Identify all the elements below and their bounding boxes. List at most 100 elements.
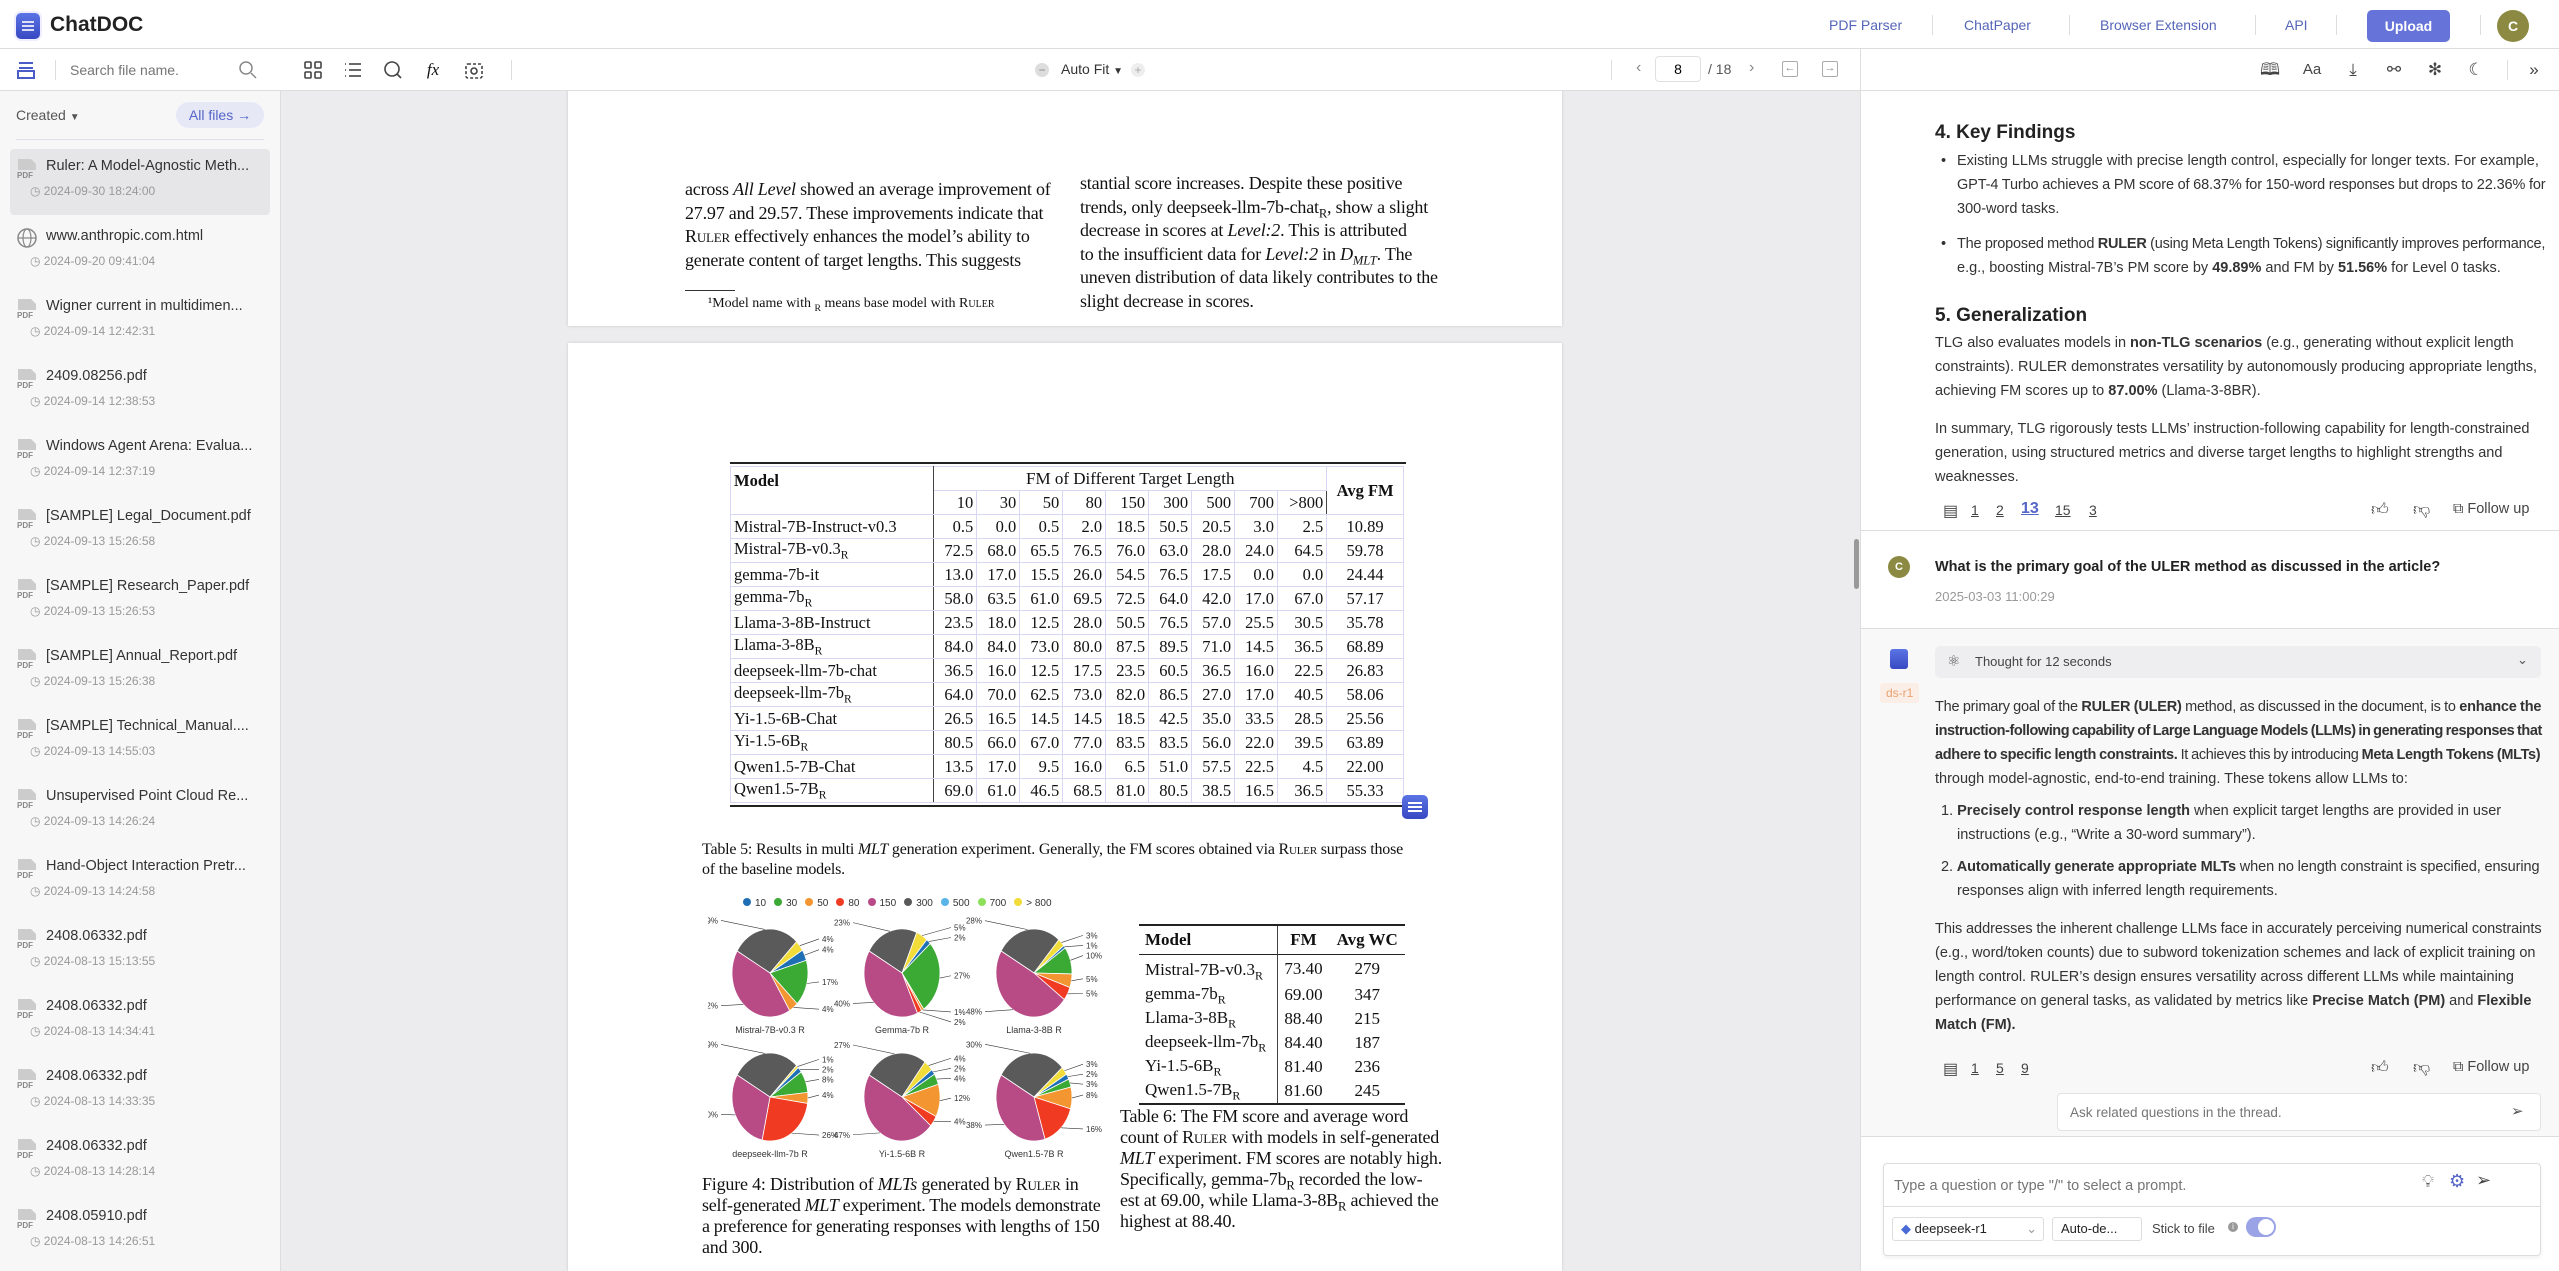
file-list-item[interactable]: PDF Hand-Object Interaction Pretr... ◷ 202… bbox=[10, 849, 270, 915]
subscript: R bbox=[1232, 1088, 1241, 1103]
file-list-item[interactable]: PDF 2408.06332.pdf ◷ 2024-08-13 14:33:35 bbox=[10, 1059, 270, 1125]
zoom-select[interactable]: Auto Fit ▼ bbox=[1061, 61, 1123, 77]
sort-dropdown[interactable]: Created ▼ bbox=[16, 107, 80, 123]
thread-question-input[interactable] bbox=[2057, 1093, 2541, 1131]
file-title: 2408.05910.pdf bbox=[46, 1208, 147, 1224]
value-cell: 14.5 bbox=[1234, 634, 1279, 659]
file-list-item[interactable]: PDF 2408.06332.pdf ◷ 2024-08-13 14:28:14 bbox=[10, 1129, 270, 1195]
thumbs-up-icon[interactable]: 👍︎ bbox=[2371, 500, 2389, 519]
file-list-item[interactable]: PDF Unsupervised Point Cloud Re... ◷ 2024-… bbox=[10, 779, 270, 845]
model-select[interactable]: ◆ deepseek-r1 ⌄ bbox=[1892, 1217, 2044, 1241]
thumbs-down-icon[interactable]: 👎︎ bbox=[2413, 1058, 2431, 1077]
value-cell: 36.5 bbox=[1191, 658, 1236, 683]
pdf-text-line: trends, only deepseek-llm-7b-chatR, show… bbox=[1080, 197, 1428, 222]
file-search-input[interactable] bbox=[70, 58, 230, 82]
file-list-item[interactable]: PDF 2409.08256.pdf ◷ 2024-09-14 12:38:53 bbox=[10, 359, 270, 425]
page-number-input[interactable] bbox=[1655, 56, 1701, 82]
nav-api[interactable]: API bbox=[2285, 17, 2308, 33]
go-back-icon[interactable]: ← bbox=[1782, 61, 1798, 77]
collapse-panel-icon[interactable]: » bbox=[2529, 60, 2539, 79]
thumbs-down-icon[interactable]: 👎︎ bbox=[2413, 500, 2431, 519]
thumbs-up-icon[interactable]: 👍︎ bbox=[2371, 1058, 2389, 1077]
citation-link[interactable]: 9 bbox=[2021, 1060, 2029, 1076]
thumbnail-grid-icon[interactable] bbox=[302, 59, 324, 81]
send-icon[interactable]: ➢ bbox=[2511, 1103, 2524, 1120]
text-span: achieving FM scores up to bbox=[1935, 383, 2109, 399]
file-list-item[interactable]: PDF 2408.05910.pdf ◷ 2024-08-13 14:26:51 bbox=[10, 1199, 270, 1265]
vertical-scrollbar[interactable] bbox=[1854, 539, 1859, 589]
file-list-item[interactable]: PDF Wigner current in multidimen... ◷ 2024… bbox=[10, 289, 270, 355]
follow-up-button[interactable]: ⧉ Follow up bbox=[2453, 1059, 2530, 1075]
model-cell: Qwen1.5-7B-Chat bbox=[729, 754, 935, 779]
file-list-item[interactable]: PDF [SAMPLE] Technical_Manual.... ◷ 2024-0… bbox=[10, 709, 270, 775]
file-date: ◷ 2024-08-13 14:26:51 bbox=[30, 1234, 156, 1248]
download-icon[interactable]: ⤓ bbox=[2349, 60, 2357, 79]
file-list-item[interactable]: PDF [SAMPLE] Research_Paper.pdf ◷ 2024-09-… bbox=[10, 569, 270, 635]
column-header-length: >800 bbox=[1277, 490, 1328, 515]
citation-link[interactable]: 15 bbox=[2055, 502, 2071, 518]
prompt-lightbulb-icon[interactable]: 💡︎ bbox=[2422, 1172, 2434, 1191]
openai-icon[interactable]: ✻ bbox=[2427, 60, 2443, 79]
pdf-viewer[interactable]: across All Level showed an average impro… bbox=[281, 91, 1860, 1271]
file-list-item[interactable]: PDF [SAMPLE] Legal_Document.pdf ◷ 2024-09-… bbox=[10, 499, 270, 565]
file-list-item[interactable]: www.anthropic.com.html ◷ 2024-09-20 09:41… bbox=[10, 219, 270, 285]
dark-mode-icon[interactable]: ☾ bbox=[2468, 60, 2484, 79]
citation-link[interactable]: 1 bbox=[1971, 1060, 1979, 1076]
font-size-icon[interactable]: Aa bbox=[2302, 61, 2322, 78]
search-icon[interactable] bbox=[382, 59, 404, 81]
formula-icon[interactable]: fx bbox=[426, 60, 440, 79]
model-cell: Qwen1.5-7BR bbox=[729, 778, 935, 803]
app-name[interactable]: ChatDOC bbox=[50, 13, 144, 36]
follow-up-button[interactable]: ⧉ Follow up bbox=[2453, 501, 2530, 517]
file-list-item[interactable]: PDF 2408.06332.pdf ◷ 2024-08-13 15:13:55 bbox=[10, 919, 270, 985]
nav-pdf-parser[interactable]: PDF Parser bbox=[1829, 17, 1903, 33]
answer-text-line: performance on general tasks, as validat… bbox=[1935, 989, 2531, 1013]
mode-select[interactable]: Auto-de... bbox=[2052, 1217, 2142, 1241]
citation-link[interactable]: 1 bbox=[1971, 502, 1979, 518]
floating-chat-icon[interactable] bbox=[1402, 795, 1428, 819]
user-avatar[interactable]: C bbox=[2497, 10, 2529, 42]
zoom-out-button[interactable]: − bbox=[1035, 63, 1049, 77]
answer-block: ds-r1 ⚛ Thought for 12 seconds ⌄ The pri… bbox=[1861, 628, 2559, 1137]
citation-link[interactable]: 2 bbox=[1996, 502, 2004, 518]
nav-chatpaper[interactable]: ChatPaper bbox=[1964, 17, 2031, 33]
file-list-item[interactable]: PDF Windows Agent Arena: Evalua... ◷ 2024-… bbox=[10, 429, 270, 495]
subscript: R bbox=[843, 693, 852, 706]
settings-gear-icon[interactable]: ⚙ bbox=[2449, 1171, 2466, 1191]
next-page-button[interactable]: › bbox=[1749, 59, 1755, 76]
value-cell: 13.0 bbox=[933, 562, 978, 587]
upload-button[interactable]: Upload bbox=[2367, 10, 2450, 42]
stick-to-file-toggle[interactable] bbox=[2246, 1217, 2276, 1237]
value-cell: 50.5 bbox=[1105, 610, 1150, 635]
file-list-item[interactable]: PDF Ruler: A Model-Agnostic Meth... ◷ 2024… bbox=[10, 149, 270, 215]
thought-toggle[interactable]: ⚛ Thought for 12 seconds ⌄ bbox=[1935, 646, 2541, 678]
file-list-item[interactable]: PDF [SAMPLE] Annual_Report.pdf ◷ 2024-09-1… bbox=[10, 639, 270, 705]
all-files-button[interactable]: All files → bbox=[176, 102, 264, 128]
pie-percent-label: 29% bbox=[708, 1040, 718, 1049]
outline-list-icon[interactable] bbox=[342, 59, 364, 81]
info-icon[interactable]: i bbox=[2228, 1222, 2238, 1232]
file-list-item[interactable]: PDF 2408.06332.pdf ◷ 2024-08-13 14:34:41 bbox=[10, 989, 270, 1055]
answer-text-line: constraints). RULER demonstrates versati… bbox=[1935, 355, 2537, 379]
bold-text: Match (FM). bbox=[1935, 1017, 2016, 1033]
prev-page-button[interactable]: ‹ bbox=[1636, 59, 1642, 76]
reference-book-icon[interactable]: ▤ bbox=[1943, 1061, 1959, 1078]
go-forward-icon[interactable]: → bbox=[1822, 61, 1838, 77]
avg-cell: 58.06 bbox=[1326, 682, 1404, 707]
reference-book-icon[interactable]: ▤ bbox=[1943, 503, 1959, 520]
zoom-in-button[interactable]: + bbox=[1131, 63, 1145, 77]
file-stack-icon[interactable] bbox=[16, 60, 36, 80]
send-icon[interactable]: ➢ bbox=[2476, 1170, 2492, 1190]
nav-browser-extension[interactable]: Browser Extension bbox=[2100, 17, 2217, 33]
screenshot-icon[interactable] bbox=[463, 59, 485, 81]
search-icon[interactable] bbox=[238, 60, 258, 80]
chat-panel: 🕮 Aa ⤓ ⚯ ✻ ☾ » 4. Key Findings • Existing … bbox=[1860, 49, 2559, 1271]
citation-link[interactable]: 13 bbox=[2021, 500, 2039, 517]
citation-link[interactable]: 5 bbox=[1996, 1060, 2004, 1076]
mindmap-icon[interactable]: ⚯ bbox=[2386, 60, 2402, 79]
file-date: ◷ 2024-09-13 15:26:53 bbox=[30, 604, 156, 618]
question-input[interactable] bbox=[1894, 1172, 2394, 1200]
citation-link[interactable]: 3 bbox=[2089, 502, 2097, 518]
svg-text:PDF: PDF bbox=[17, 311, 33, 319]
book-icon[interactable]: 🕮 bbox=[2259, 60, 2281, 79]
